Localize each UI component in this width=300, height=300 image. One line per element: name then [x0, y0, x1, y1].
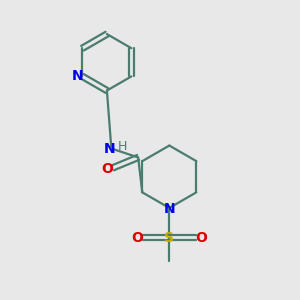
Text: O: O: [196, 231, 207, 245]
Text: N: N: [72, 69, 83, 83]
Text: N: N: [164, 202, 175, 216]
Text: O: O: [102, 162, 113, 176]
Text: O: O: [131, 231, 143, 245]
Text: S: S: [164, 231, 174, 245]
Text: N: N: [104, 142, 116, 155]
Text: H: H: [118, 140, 127, 153]
